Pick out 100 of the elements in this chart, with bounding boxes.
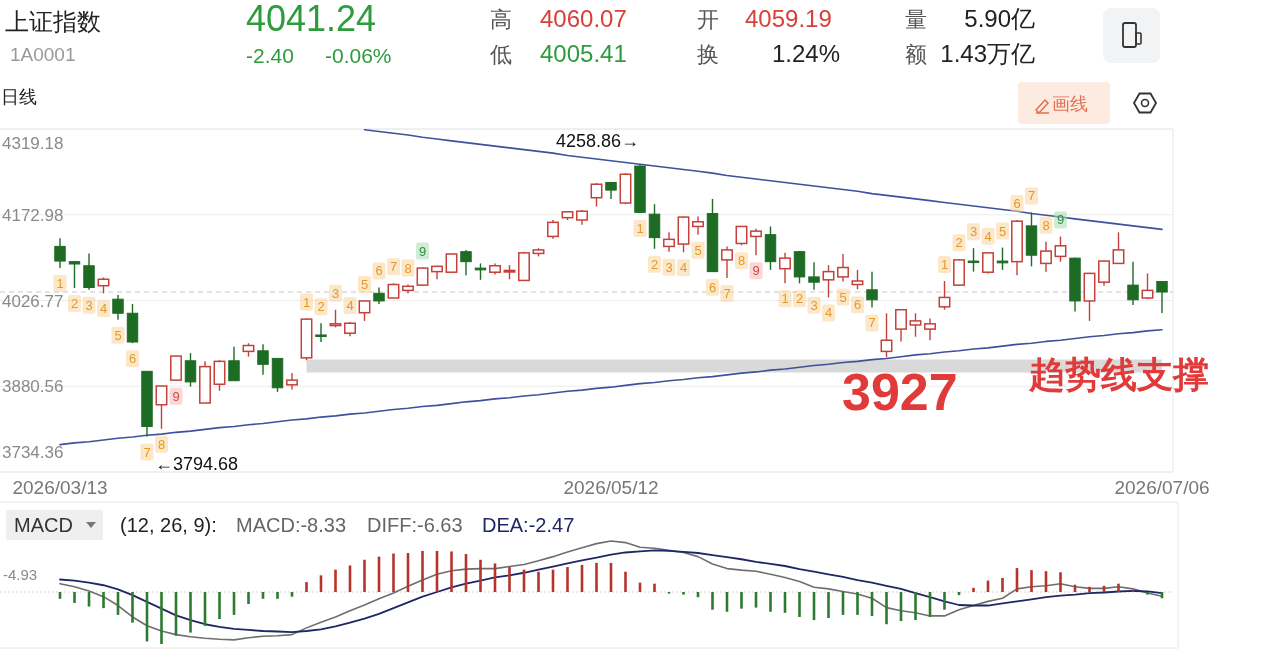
bar bbox=[1001, 577, 1004, 592]
text: -2.40 bbox=[246, 44, 294, 67]
text: 1.24% bbox=[771, 40, 840, 67]
bar bbox=[247, 592, 250, 604]
value-label: 4 bbox=[343, 297, 357, 315]
bar bbox=[160, 592, 163, 644]
text: 4060.07 bbox=[540, 5, 627, 32]
value-label: 4 bbox=[97, 300, 110, 318]
bar bbox=[131, 592, 134, 623]
annotation: 4258.86→ bbox=[555, 131, 639, 152]
text: 高 bbox=[490, 7, 512, 32]
text: 低 bbox=[490, 42, 512, 67]
bar bbox=[1117, 583, 1120, 592]
value-label: 9 bbox=[416, 242, 429, 260]
bar bbox=[537, 571, 540, 592]
bar bbox=[1146, 592, 1149, 595]
text: 4059.19 bbox=[745, 5, 832, 32]
value-label: 5 bbox=[358, 275, 371, 293]
y-tick-label: 3880.56 bbox=[2, 377, 64, 397]
series-label: 趋势线支撑 bbox=[1028, 353, 1209, 395]
value-label: 2 bbox=[952, 234, 966, 252]
value-label: 8 bbox=[155, 435, 168, 453]
bar bbox=[305, 582, 308, 592]
value-label: 3 bbox=[807, 296, 821, 314]
bar bbox=[740, 592, 743, 609]
value-label: 4 bbox=[981, 227, 995, 245]
bar bbox=[276, 592, 279, 599]
y-tick-label: 4319.18 bbox=[2, 134, 64, 153]
chart-title: 上证指数 bbox=[5, 8, 101, 35]
bar bbox=[1088, 586, 1091, 592]
value-label: 7 bbox=[720, 285, 734, 303]
value-label: 5 bbox=[996, 222, 1009, 240]
value-label: 5 bbox=[836, 288, 850, 306]
text: 换 bbox=[697, 42, 719, 67]
bar bbox=[1059, 572, 1062, 592]
x-tick-label: 2026/03/13 bbox=[12, 477, 108, 498]
value-label: 2 bbox=[648, 255, 661, 273]
bar bbox=[827, 592, 830, 618]
bar bbox=[914, 592, 917, 621]
value-label: 6 bbox=[126, 350, 139, 368]
text: -0.06% bbox=[325, 44, 392, 67]
x-tick-label: 2026/05/12 bbox=[563, 477, 659, 498]
value-label: 6 bbox=[706, 278, 719, 296]
bar bbox=[595, 562, 598, 592]
bar bbox=[392, 553, 395, 592]
bar bbox=[798, 592, 801, 617]
bar bbox=[189, 592, 192, 633]
bar bbox=[972, 587, 975, 592]
text: 日线 bbox=[1, 87, 37, 107]
bar bbox=[682, 592, 685, 595]
y-tick-label: 4172.98 bbox=[2, 205, 64, 225]
value-label: 9 bbox=[749, 262, 763, 280]
value-label: 2 bbox=[68, 295, 81, 313]
bar bbox=[711, 592, 714, 610]
bar bbox=[334, 569, 337, 592]
bar bbox=[421, 550, 424, 592]
value-label: 9 bbox=[169, 387, 183, 405]
value-label: 7 bbox=[140, 443, 154, 461]
value-label: 3 bbox=[662, 258, 676, 276]
value-label: 2 bbox=[314, 298, 328, 316]
value-label: 7 bbox=[1025, 187, 1038, 205]
text: 量 bbox=[905, 7, 927, 32]
bar bbox=[73, 592, 76, 603]
bar bbox=[363, 559, 366, 592]
text: MACD:-8.33 bbox=[236, 514, 347, 536]
annotation: ←3794.68 bbox=[155, 454, 239, 474]
y-tick-label: 3734.36 bbox=[2, 443, 64, 462]
value-label: 7 bbox=[865, 314, 879, 332]
value-label: 1 bbox=[938, 256, 951, 273]
bar bbox=[856, 592, 859, 615]
chart-subtitle: 1A0001 bbox=[10, 44, 76, 65]
value-label: 1 bbox=[53, 275, 67, 293]
x-tick-label: 2026/07/06 bbox=[1114, 477, 1210, 498]
text: 4005.41 bbox=[540, 40, 627, 67]
text: DEA:-2.47 bbox=[482, 514, 575, 536]
text: 4041.24 bbox=[246, 0, 377, 39]
value-label: 8 bbox=[1039, 216, 1053, 234]
value-label: 2 bbox=[793, 290, 806, 308]
value-label: 7 bbox=[387, 258, 400, 276]
value-label: 6 bbox=[851, 296, 864, 314]
text: 5.90亿 bbox=[964, 5, 1035, 32]
bar bbox=[508, 567, 511, 592]
text: 1.43万亿 bbox=[940, 40, 1035, 67]
value-label: 1 bbox=[633, 220, 647, 237]
y-tick-label: 4026.77 bbox=[2, 291, 64, 311]
value-label: 6 bbox=[372, 262, 386, 280]
bar bbox=[769, 592, 772, 612]
value-label: 6 bbox=[1010, 195, 1024, 212]
text: 画线 bbox=[1052, 94, 1088, 114]
bar bbox=[479, 559, 482, 592]
value-label: 3 bbox=[82, 296, 96, 314]
value-label: 9 bbox=[1054, 211, 1067, 229]
value-label: 8 bbox=[735, 252, 748, 270]
value-label: 3 bbox=[967, 223, 980, 241]
bar bbox=[943, 592, 946, 610]
bar bbox=[102, 592, 105, 609]
value-label: 5 bbox=[691, 241, 705, 259]
bar bbox=[218, 592, 221, 620]
value-label: 1 bbox=[778, 290, 792, 308]
bar bbox=[450, 551, 453, 592]
